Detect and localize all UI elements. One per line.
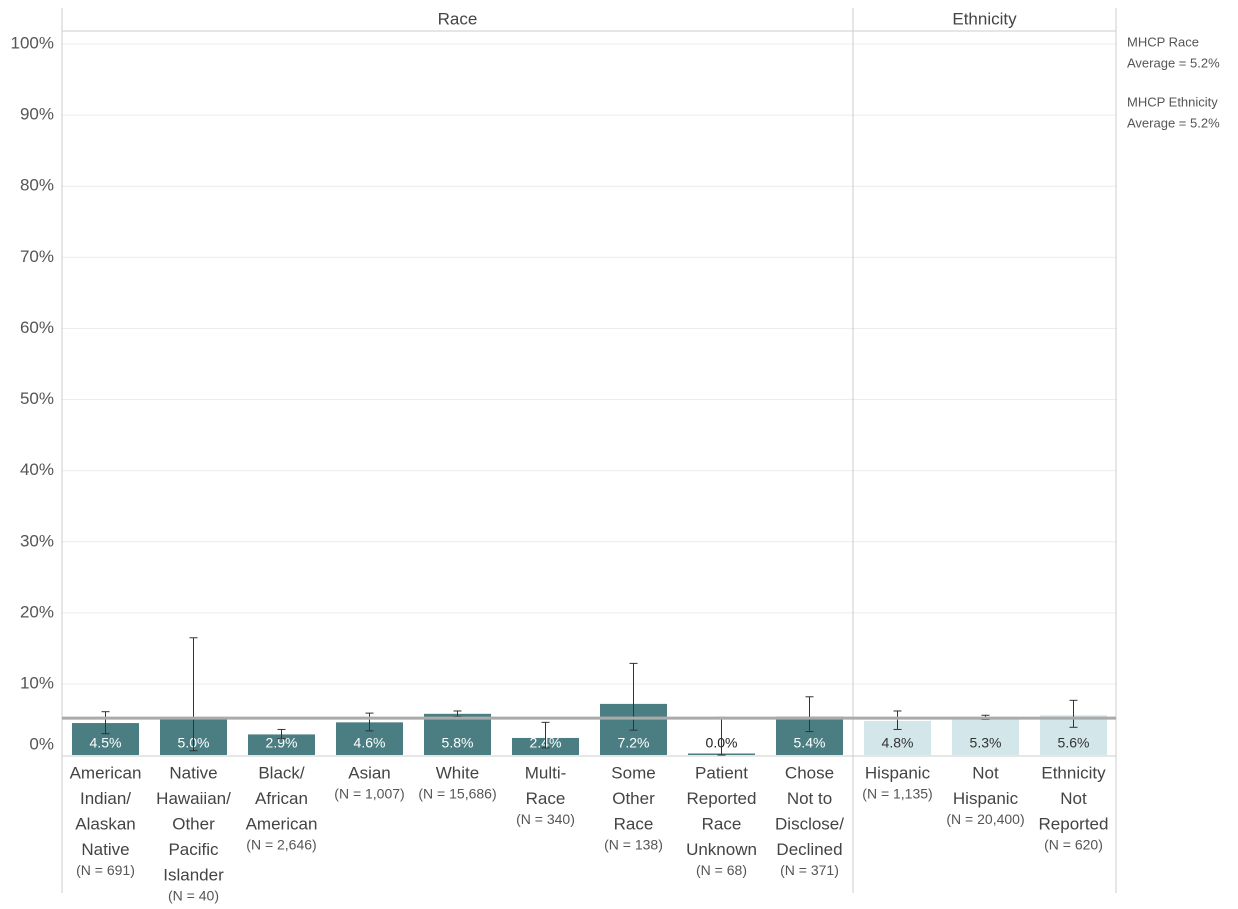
y-tick-label: 100% xyxy=(11,33,54,52)
category-label: Not xyxy=(972,763,999,782)
bar-value-label: 4.6% xyxy=(354,735,386,751)
y-tick-label: 60% xyxy=(20,318,54,337)
category-label: Indian/ xyxy=(80,789,131,808)
category-n-label: (N = 68) xyxy=(696,862,747,878)
y-tick-label: 30% xyxy=(20,531,54,550)
category-label: Disclose/ xyxy=(775,814,844,833)
category-label: Reported xyxy=(1039,814,1109,833)
category-label: Black/ xyxy=(258,763,305,782)
category-n-label: (N = 691) xyxy=(76,862,135,878)
category-label: Other xyxy=(612,789,655,808)
category-n-label: (N = 40) xyxy=(168,888,219,904)
y-tick-label: 80% xyxy=(20,176,54,195)
category-n-label: (N = 620) xyxy=(1044,837,1103,853)
category-label: American xyxy=(70,763,142,782)
y-tick-label: 0% xyxy=(29,734,54,753)
category-label: Ethnicity xyxy=(1041,763,1106,782)
category-n-label: (N = 138) xyxy=(604,837,663,853)
bar-value-label: 4.8% xyxy=(882,735,914,751)
category-label: Hispanic xyxy=(953,789,1019,808)
category-label: Unknown xyxy=(686,840,757,859)
bar-value-label: 5.8% xyxy=(442,735,474,751)
category-label: Hawaiian/ xyxy=(156,789,231,808)
y-tick-label: 50% xyxy=(20,389,54,408)
category-label: Some xyxy=(611,763,655,782)
category-label: Race xyxy=(614,814,654,833)
legend-text: Average = 5.2% xyxy=(1127,55,1220,70)
bar-value-label: 4.5% xyxy=(90,735,122,751)
y-tick-label: 90% xyxy=(20,105,54,124)
category-label: Patient xyxy=(695,763,748,782)
category-label: Islander xyxy=(163,865,224,884)
category-label: Declined xyxy=(776,840,842,859)
category-label: Native xyxy=(81,840,129,859)
legend-text: MHCP Race xyxy=(1127,34,1199,49)
category-label: Alaskan xyxy=(75,814,135,833)
bar xyxy=(952,717,1019,755)
bar xyxy=(424,713,491,755)
y-tick-label: 20% xyxy=(20,602,54,621)
category-label: Race xyxy=(702,814,742,833)
y-tick-label: 70% xyxy=(20,247,54,266)
category-label: Reported xyxy=(687,789,757,808)
bar-value-label: 5.3% xyxy=(970,735,1002,751)
category-label: Race xyxy=(526,789,566,808)
bar xyxy=(248,734,315,755)
category-label: White xyxy=(436,763,479,782)
bar-value-label: 2.9% xyxy=(266,735,298,751)
category-n-label: (N = 20,400) xyxy=(946,811,1024,827)
legend-text: MHCP Ethnicity xyxy=(1127,94,1218,109)
legend-text: Average = 5.2% xyxy=(1127,115,1220,130)
category-n-label: (N = 371) xyxy=(780,862,839,878)
category-n-label: (N = 1,135) xyxy=(862,786,932,802)
panel-title: Race xyxy=(438,9,478,28)
category-label: Multi- xyxy=(525,763,567,782)
bar-value-label: 5.6% xyxy=(1058,735,1090,751)
category-n-label: (N = 1,007) xyxy=(334,786,404,802)
category-label: American xyxy=(246,814,318,833)
category-label: Not xyxy=(1060,789,1087,808)
category-label: Pacific xyxy=(168,840,219,859)
category-label: Native xyxy=(169,763,217,782)
category-n-label: (N = 15,686) xyxy=(418,786,496,802)
category-n-label: (N = 2,646) xyxy=(246,837,316,853)
category-label: Chose xyxy=(785,763,834,782)
category-label: Other xyxy=(172,814,215,833)
category-n-label: (N = 340) xyxy=(516,811,575,827)
category-label: Not to xyxy=(787,789,832,808)
category-label: African xyxy=(255,789,308,808)
panel-title: Ethnicity xyxy=(952,9,1017,28)
y-tick-label: 10% xyxy=(20,673,54,692)
category-label: Hispanic xyxy=(865,763,931,782)
category-label: Asian xyxy=(348,763,391,782)
bar-value-label: 7.2% xyxy=(618,735,650,751)
bar-value-label: 5.4% xyxy=(794,735,826,751)
y-tick-label: 40% xyxy=(20,460,54,479)
